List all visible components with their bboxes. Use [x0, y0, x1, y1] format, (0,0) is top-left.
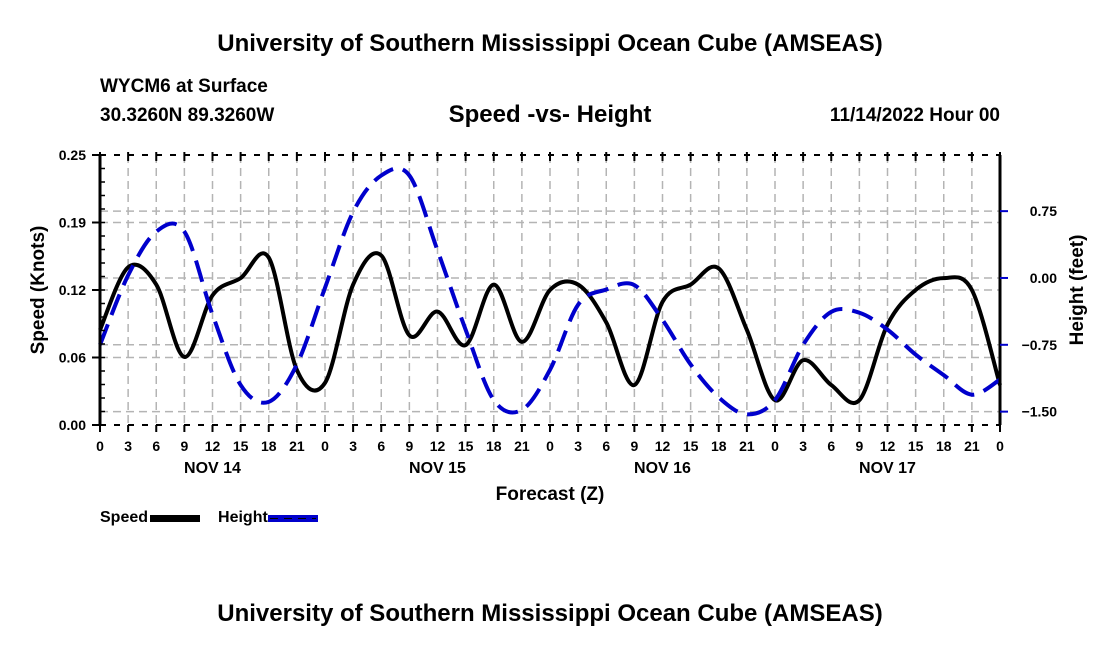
y2-tick-label: −1.50: [1022, 404, 1058, 420]
x-tick-label: 15: [233, 438, 249, 454]
x-date-label: NOV 15: [409, 460, 466, 477]
x-tick-label: 0: [996, 438, 1004, 454]
legend-speed-label: Speed: [100, 509, 149, 526]
station-label: WYCM6 at Surface: [100, 76, 268, 97]
x-tick-label: 9: [855, 438, 863, 454]
series-group: [98, 166, 1002, 417]
y-tick-label: 0.25: [59, 147, 86, 163]
x-tick-label: 18: [261, 438, 277, 454]
y-tick-label: 0.00: [59, 417, 86, 433]
legend: Speed Height: [100, 509, 318, 527]
chart-title-top: University of Southern Mississippi Ocean…: [217, 30, 883, 57]
chart-subtitle: Speed -vs- Height: [448, 101, 652, 128]
y2-tick-label: 0.00: [1030, 270, 1057, 286]
x-date-label: NOV 17: [859, 460, 916, 477]
x-tick-label: 3: [799, 438, 807, 454]
x-tick-label: 9: [180, 438, 188, 454]
x-tick-label: 3: [349, 438, 357, 454]
legend-speed-swatch: [150, 514, 201, 522]
x-tick-label: 18: [486, 438, 502, 454]
series-line-speed: [98, 251, 1002, 405]
datetime-label: 11/14/2022 Hour 00: [829, 105, 1000, 126]
x-tick-label: 15: [458, 438, 474, 454]
coordinates-label: 30.3260N 89.3260W: [100, 105, 275, 126]
x-axis-title: Forecast (Z): [496, 484, 605, 505]
x-tick-label: 6: [152, 438, 160, 454]
grid-lines: [100, 155, 1000, 425]
x-tick-label: 6: [827, 438, 835, 454]
x-tick-label: 21: [739, 438, 755, 454]
x-tick-label: 12: [880, 438, 896, 454]
x-tick-label: 21: [289, 438, 305, 454]
x-tick-label: 15: [683, 438, 699, 454]
y2-tick-label: −0.75: [1022, 337, 1058, 353]
legend-height-swatch: [267, 514, 318, 522]
x-date-label: NOV 14: [184, 460, 241, 477]
x-tick-label: 6: [377, 438, 385, 454]
x-tick-label: 3: [574, 438, 582, 454]
x-tick-label: 6: [602, 438, 610, 454]
x-tick-label: 0: [96, 438, 104, 454]
x-tick-label: 12: [205, 438, 221, 454]
y2-axis-title: Height (feet): [1067, 235, 1088, 346]
x-tick-label: 12: [655, 438, 671, 454]
y-axis-title: Speed (Knots): [28, 226, 49, 355]
series-line-height: [98, 166, 1002, 417]
x-tick-label: 9: [630, 438, 638, 454]
y-tick-label: 0.12: [59, 282, 86, 298]
x-tick-label: 15: [908, 438, 924, 454]
x-tick-label: 21: [964, 438, 980, 454]
legend-height-label: Height: [218, 509, 268, 526]
x-tick-label: 9: [405, 438, 413, 454]
x-date-label: NOV 16: [634, 460, 691, 477]
y2-tick-label: 0.75: [1030, 203, 1057, 219]
axis-ticks: [92, 152, 1008, 432]
x-tick-label: 18: [711, 438, 727, 454]
x-tick-label: 0: [546, 438, 554, 454]
x-tick-label: 21: [514, 438, 530, 454]
x-tick-label: 12: [430, 438, 446, 454]
x-tick-label: 3: [124, 438, 132, 454]
x-tick-label: 18: [936, 438, 952, 454]
y-tick-label: 0.19: [59, 215, 86, 231]
x-tick-label: 0: [321, 438, 329, 454]
axis-labels: 0 3 6 9 12 15 18 21 0 3 6 9 12 15 18 21 0 3 6 9 12 15 18 21 0 3 6 9…: [28, 147, 1088, 505]
x-tick-label: 0: [771, 438, 779, 454]
y-tick-label: 0.06: [59, 350, 86, 366]
chart-title-bottom: University of Southern Mississippi Ocean…: [217, 600, 883, 627]
